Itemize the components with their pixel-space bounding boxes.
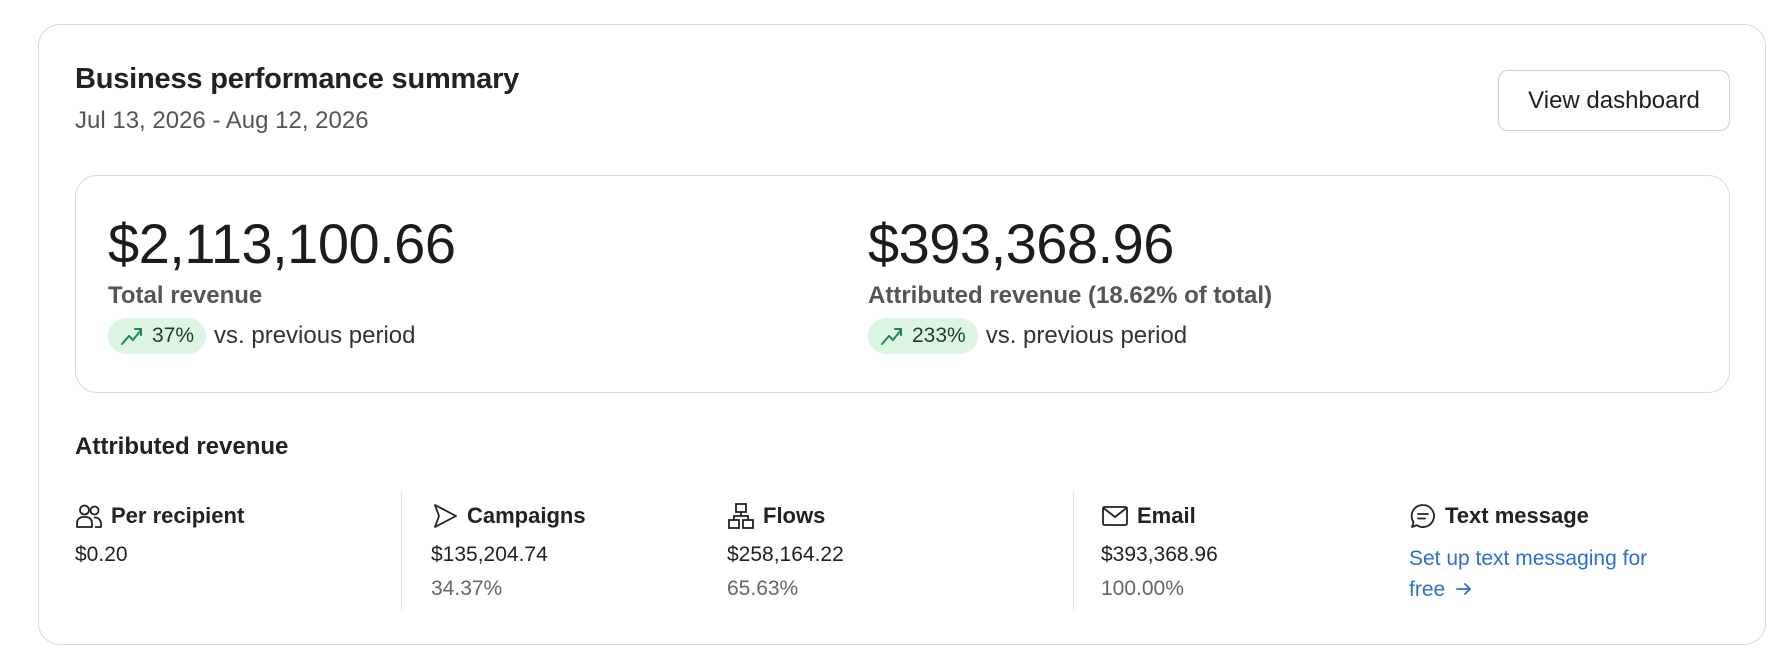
flows-value: $258,164.22 <box>727 543 844 566</box>
attributed-revenue-label: Attributed revenue (18.62% of total) <box>868 282 1273 309</box>
setup-text-messaging-link-text[interactable]: Set up text messaging for free <box>1409 547 1648 601</box>
email-column: Email $393,368.96 100.00% <box>1101 501 1218 601</box>
email-value: $393,368.96 <box>1101 543 1218 566</box>
campaigns-percent: 34.37% <box>431 577 503 600</box>
page-title: Business performance summary <box>75 63 520 95</box>
per-recipient-label: Per recipient <box>111 503 245 528</box>
attributed-revenue-change-row: 233% vs. previous period <box>868 318 1272 354</box>
total-revenue-change-value: 37% <box>152 324 195 347</box>
attributed-revenue-comparison: vs. previous period <box>985 322 1188 349</box>
text-message-label: Text message <box>1445 503 1589 528</box>
text-message-heading: Text message <box>1409 501 1649 531</box>
per-recipient-value: $0.20 <box>75 543 128 566</box>
attributed-revenue-section-title: Attributed revenue <box>75 433 289 460</box>
flows-column: Flows $258,164.22 65.63% <box>727 501 844 601</box>
total-revenue-label: Total revenue <box>108 282 263 309</box>
email-percent: 100.00% <box>1101 577 1184 600</box>
performance-summary-card: Business performance summary Jul 13, 202… <box>38 24 1766 645</box>
send-icon <box>434 504 457 528</box>
message-icon <box>1410 504 1435 528</box>
email-label: Email <box>1137 503 1196 528</box>
total-revenue-change-badge: 37% <box>108 318 207 354</box>
view-dashboard-button[interactable]: View dashboard <box>1498 70 1730 131</box>
flows-label: Flows <box>763 503 826 528</box>
attributed-revenue-metric: $393,368.96 Attributed revenue (18.62% o… <box>868 214 1272 354</box>
campaigns-value: $135,204.74 <box>431 543 548 566</box>
total-revenue-amount: $2,113,100.66 <box>108 212 456 275</box>
users-icon <box>76 504 102 528</box>
setup-text-messaging-link[interactable]: Set up text messaging for free <box>1409 543 1649 605</box>
flows-heading: Flows <box>727 501 844 531</box>
date-range: Jul 13, 2026 - Aug 12, 2026 <box>75 107 369 134</box>
campaigns-column: Campaigns $135,204.74 34.37% <box>431 501 586 601</box>
campaigns-heading: Campaigns <box>431 501 586 531</box>
column-divider <box>1073 491 1074 611</box>
trending-up-icon <box>121 328 142 345</box>
per-recipient-heading: Per recipient <box>75 501 244 531</box>
flow-icon <box>728 503 754 529</box>
campaigns-label: Campaigns <box>467 503 586 528</box>
total-revenue-change-row: 37% vs. previous period <box>108 318 455 354</box>
email-heading: Email <box>1101 501 1218 531</box>
revenue-summary-box: $2,113,100.66 Total revenue 37% vs. prev… <box>75 175 1730 393</box>
total-revenue-comparison: vs. previous period <box>214 322 416 349</box>
attributed-revenue-amount: $393,368.96 <box>868 212 1174 275</box>
mail-icon <box>1102 506 1128 526</box>
arrow-right-icon[interactable] <box>1455 581 1473 597</box>
per-recipient-column: Per recipient $0.20 <box>75 501 244 567</box>
column-divider <box>401 491 402 611</box>
total-revenue-metric: $2,113,100.66 Total revenue 37% vs. prev… <box>108 212 456 354</box>
attributed-revenue-change-value: 233% <box>912 324 966 347</box>
text-message-column: Text message Set up text messaging for f… <box>1409 501 1649 605</box>
flows-percent: 65.63% <box>727 577 799 600</box>
attributed-revenue-change-badge: 233% <box>868 318 978 354</box>
trending-up-icon <box>881 328 902 345</box>
